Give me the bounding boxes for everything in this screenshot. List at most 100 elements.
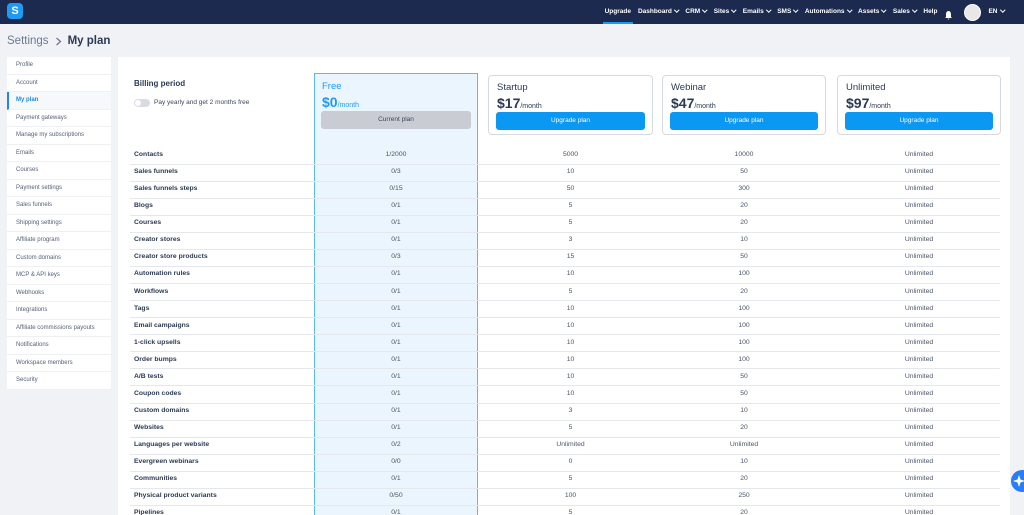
feature-value: Unlimited xyxy=(904,185,934,193)
plan-price: $47/month xyxy=(671,95,716,111)
sidebar-item[interactable]: Webhooks xyxy=(7,285,111,302)
nav-link[interactable]: Emails xyxy=(743,0,770,24)
feature-value: 0/0 xyxy=(391,458,401,466)
sidebar-item[interactable]: MCP & API keys xyxy=(7,267,111,285)
sidebar-item[interactable]: Integrations xyxy=(7,302,111,320)
nav-link[interactable]: Dashboard xyxy=(638,0,678,24)
sidebar-item[interactable]: Affiliate program xyxy=(7,232,111,250)
sidebar-item[interactable]: Affiliate commissions payouts xyxy=(7,320,111,337)
row-divider xyxy=(130,283,1000,285)
sidebar-item[interactable]: Payment gateways xyxy=(7,110,111,127)
sidebar-item[interactable]: Shipping settings xyxy=(7,215,111,232)
row-divider xyxy=(130,180,1000,182)
sidebar-item[interactable]: Sales funnels xyxy=(7,197,111,215)
plan-price: $97/month xyxy=(846,95,891,111)
feature-label: Order bumps xyxy=(134,355,177,363)
feature-value: 0/3 xyxy=(391,168,401,176)
row-divider xyxy=(130,385,1000,387)
avatar[interactable] xyxy=(964,3,982,21)
price: $0 xyxy=(322,94,338,110)
feature-value: 20 xyxy=(740,424,748,432)
nav-link[interactable]: Automations xyxy=(805,0,851,24)
feature-label: Contacts xyxy=(134,151,164,158)
sidebar-item[interactable]: Account xyxy=(7,75,111,92)
feature-value: Unlimited xyxy=(904,509,934,515)
top-bar: S Upgrade Dashboard CRM Sites Emails SMS Autom… xyxy=(0,0,1024,24)
feature-value: 10 xyxy=(566,355,575,363)
feature-label: Communities xyxy=(134,475,178,483)
feature-label: Websites xyxy=(134,424,164,432)
feature-value: Unlimited xyxy=(904,321,934,329)
feature-value: 10000 xyxy=(734,151,754,158)
feature-value: 20 xyxy=(740,219,748,227)
feature-label: 1-click upsells xyxy=(134,338,181,346)
feature-value: 100 xyxy=(564,492,577,500)
feature-value: 0/1 xyxy=(391,287,401,295)
row-divider xyxy=(130,453,1000,455)
period: /month xyxy=(694,103,716,110)
nav-link[interactable]: Sales xyxy=(893,0,917,24)
row-divider xyxy=(130,504,1000,506)
feature-value: 0 xyxy=(568,458,573,466)
row-divider xyxy=(130,231,1000,233)
nav-link[interactable]: Upgrade xyxy=(602,0,634,24)
feature-value: 300 xyxy=(738,185,750,193)
sidebar-item[interactable]: Manage my subscriptions xyxy=(7,127,111,145)
sidebar-item[interactable]: Courses xyxy=(7,162,111,180)
plan-button[interactable]: Upgrade plan xyxy=(496,112,645,130)
row-divider xyxy=(130,436,1000,438)
plan-price: $0/month xyxy=(322,94,359,110)
feature-value: Unlimited xyxy=(904,304,934,312)
feature-value: Unlimited xyxy=(904,168,934,176)
row-divider xyxy=(130,197,1000,199)
feature-value: 100 xyxy=(738,338,750,346)
sidebar-item[interactable]: Emails xyxy=(7,145,111,162)
yearly-toggle[interactable] xyxy=(134,99,150,107)
feature-value: 10 xyxy=(566,168,575,176)
feature-value: Unlimited xyxy=(904,253,934,261)
feature-value: 10 xyxy=(740,407,748,415)
feature-value: 0/1 xyxy=(391,236,401,244)
feature-value: 250 xyxy=(738,492,750,500)
sidebar-item[interactable]: My plan xyxy=(7,92,111,110)
feature-value: 5 xyxy=(568,475,573,483)
feature-label: Creator store products xyxy=(134,253,208,261)
breadcrumb-parent[interactable]: Settings xyxy=(7,35,49,47)
sidebar-item[interactable]: Notifications xyxy=(7,337,111,355)
period: /month xyxy=(337,102,359,109)
sidebar-item[interactable]: Custom domains xyxy=(7,250,111,267)
logo[interactable]: S xyxy=(7,3,23,19)
feature-label: A/B tests xyxy=(134,372,164,380)
nav-link[interactable]: SMS xyxy=(777,0,798,24)
row-divider xyxy=(130,214,1000,216)
price: $97 xyxy=(846,95,870,111)
nav-link[interactable]: Assets xyxy=(858,0,886,24)
row-divider xyxy=(130,487,1000,489)
feature-value: 10 xyxy=(740,236,748,244)
row-divider xyxy=(130,265,1000,267)
plan-price: $17/month xyxy=(497,95,542,111)
feature-value: 0/50 xyxy=(389,492,403,500)
nav-link[interactable]: Sites xyxy=(714,0,736,24)
feature-value: Unlimited xyxy=(904,441,934,449)
plan-button[interactable]: Upgrade plan xyxy=(670,112,818,130)
sidebar-item[interactable]: Workspace members xyxy=(7,355,111,372)
plan-button[interactable]: Upgrade plan xyxy=(845,112,993,130)
feature-value: 5 xyxy=(568,202,573,210)
plan-button[interactable]: Current plan xyxy=(321,111,471,129)
feature-value: 0/1 xyxy=(391,202,401,210)
sidebar-item[interactable]: Profile xyxy=(7,57,111,75)
language[interactable]: EN xyxy=(988,0,1004,24)
nav-link[interactable]: CRM xyxy=(685,0,706,24)
bell-icon xyxy=(945,11,953,20)
nav-link[interactable]: Help xyxy=(923,8,938,15)
feature-value: 50 xyxy=(740,389,748,397)
price: $17 xyxy=(497,95,521,111)
feature-label: Automation rules xyxy=(134,270,190,278)
feature-value: 20 xyxy=(740,202,748,210)
sidebar-item[interactable]: Payment settings xyxy=(7,180,111,197)
assistant-button[interactable] xyxy=(1011,470,1024,492)
notifications[interactable] xyxy=(944,7,953,20)
feature-value: Unlimited xyxy=(904,151,934,158)
sidebar-item[interactable]: Security xyxy=(7,372,111,390)
